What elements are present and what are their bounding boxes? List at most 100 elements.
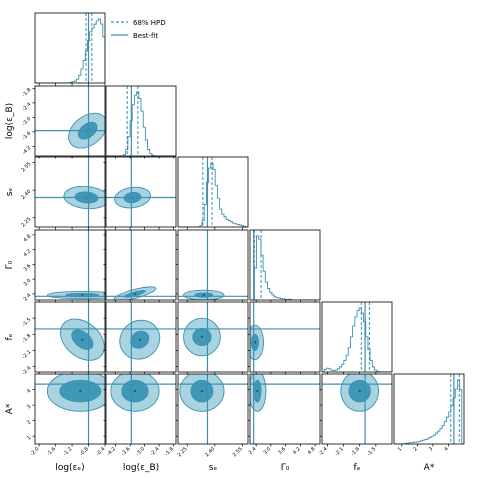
panel-5-4: -2.4 -2.1 -1.8 -1.5 <box>318 373 393 457</box>
ytick-label-5-2: 3 <box>26 404 32 410</box>
xtick-label-1-1: -3.6 <box>120 446 131 457</box>
ytick-label-4-3: -1.5 <box>21 317 32 328</box>
xtick-label-5-3: 4 <box>443 446 449 452</box>
ytick-label-2-0: 2.25 <box>20 216 32 228</box>
peak-dot-4-3 <box>253 341 257 344</box>
ytick-label-3-0: 2.4 <box>23 293 33 303</box>
legend: 68% HPD Best-fit <box>111 19 166 40</box>
ytick-label-5-0: 1 <box>26 435 32 441</box>
panel-frame-2-2 <box>177 156 249 228</box>
histogram-5 <box>394 379 464 444</box>
peak-dot-3-2 <box>202 293 205 297</box>
ytick-label-2-1: 2.40 <box>20 189 32 201</box>
panel-3-2 <box>175 229 249 303</box>
panel-frame-1-1 <box>105 85 177 157</box>
panel-frame-5-1 <box>105 373 177 445</box>
panel-frame-3-3 <box>249 229 321 301</box>
xtick-label-3-4: 4.8 <box>307 446 317 456</box>
ytick-label-1-3: -2.4 <box>21 102 32 113</box>
peak-dot-4-0 <box>81 338 84 341</box>
yaxis-label-3: Γ₀ <box>5 260 15 269</box>
panel-frame-5-2 <box>177 373 249 445</box>
panel-4-4 <box>321 301 393 375</box>
panel-3-0: 2.4 3.0 3.6 4.2 4.8 <box>23 229 106 303</box>
ytick-label-1-2: -3.0 <box>21 116 32 127</box>
xtick-label-2-1: 2.40 <box>204 446 216 458</box>
xtick-label-2-0: 2.25 <box>177 446 189 458</box>
panel-1-0: -4.2 -3.6 -3.0 -2.4 -1.8 <box>21 85 106 159</box>
yaxis-label-5: A* <box>5 403 15 414</box>
panel-2-1 <box>103 156 177 230</box>
panel-5-5: 1 2 3 4 <box>393 373 465 453</box>
panel-4-3 <box>247 301 321 375</box>
xaxis-label-2: sₑ <box>209 463 218 473</box>
xtick-label-3-0: 2.4 <box>248 446 258 456</box>
peak-dot-4-2 <box>200 335 204 339</box>
xaxis-label-4: fₑ <box>354 463 361 473</box>
ytick-label-3-3: 4.2 <box>23 248 33 258</box>
panel-0-0 <box>34 12 106 86</box>
xtick-label-1-2: -3.0 <box>135 446 146 457</box>
ytick-label-4-0: -2.4 <box>21 365 32 376</box>
panel-3-1 <box>103 229 177 303</box>
panel-frame-4-2 <box>177 301 249 373</box>
panel-5-1: -4.2 -3.6 -3.0 -2.4 -1.8 <box>103 373 177 457</box>
legend-bestfit-label: Best-fit <box>133 32 158 40</box>
panel-3-3 <box>249 229 321 303</box>
peak-dot-3-0 <box>81 293 84 297</box>
xtick-label-5-0: 1 <box>397 446 403 452</box>
panel-frame-1-0 <box>34 85 106 157</box>
peak-dot-5-0 <box>79 389 82 393</box>
panel-4-0: -2.4 -2.1 -1.8 -1.5 <box>21 301 106 376</box>
panel-frame-2-0 <box>34 156 106 228</box>
panel-frame-2-1 <box>105 156 177 228</box>
xaxis-label-3: Γ₀ <box>281 463 290 473</box>
xtick-label-2-2: 2.55 <box>232 446 244 458</box>
xaxis-label-1: log(ε_B) <box>123 463 159 473</box>
yaxis-label-2: sₑ <box>5 188 15 197</box>
panel-5-3: 2.4 3.0 3.6 4.2 4.8 <box>247 373 321 456</box>
xtick-label-1-3: -2.4 <box>149 446 160 457</box>
xtick-label-4-1: -2.1 <box>334 446 345 457</box>
yaxis-label-4: fₑ <box>5 333 15 340</box>
panel-frame-3-1 <box>105 229 177 301</box>
histogram-0 <box>35 18 105 83</box>
panel-frame-4-3 <box>249 301 321 373</box>
ytick-label-3-2: 3.6 <box>23 263 33 273</box>
ytick-label-1-1: -3.6 <box>21 131 32 142</box>
panel-5-2: 2.25 2.40 2.55 <box>175 373 249 458</box>
xtick-label-4-2: -1.8 <box>350 446 361 457</box>
ytick-label-1-0: -4.2 <box>21 145 32 156</box>
peak-dot-5-2 <box>200 389 204 393</box>
peak-dot-5-1 <box>133 389 137 393</box>
ytick-label-4-2: -1.8 <box>21 333 32 344</box>
panel-2-0: 2.25 2.40 2.55 <box>20 156 106 230</box>
panel-2-2 <box>177 156 249 230</box>
legend-hpd-label: 68% HPD <box>133 19 166 27</box>
xtick-label-4-0: -2.4 <box>318 446 329 457</box>
ytick-label-5-1: 2 <box>26 419 32 425</box>
panel-frame-4-4 <box>321 301 393 373</box>
xtick-label-5-2: 3 <box>428 446 434 452</box>
xaxis-label-5: A* <box>424 463 435 473</box>
panel-frame-3-2 <box>177 229 249 301</box>
xtick-label-0-2: -1.2 <box>62 446 73 457</box>
peak-dot-5-3 <box>256 389 259 393</box>
xtick-label-4-3: -1.5 <box>366 446 377 457</box>
panel-frame-4-1 <box>105 301 177 373</box>
xtick-label-5-1: 2 <box>412 446 418 452</box>
xtick-label-3-2: 3.6 <box>277 446 287 456</box>
panel-frame-0-0 <box>34 12 106 84</box>
ytick-label-4-1: -2.1 <box>21 349 32 360</box>
panel-frame-5-3 <box>249 373 321 445</box>
ytick-label-5-3: 4 <box>26 388 32 394</box>
peak-dot-3-1 <box>133 292 137 296</box>
histogram-4 <box>322 307 392 372</box>
ytick-label-3-4: 4.8 <box>23 234 33 244</box>
panel-5-0: -2.0 -1.6 -1.2 -0.8 -0.4 1 2 3 4 <box>26 373 106 457</box>
xtick-label-0-0: -2.0 <box>29 446 40 457</box>
panel-frame-3-0 <box>34 229 106 301</box>
xtick-label-1-0: -4.2 <box>106 446 117 457</box>
